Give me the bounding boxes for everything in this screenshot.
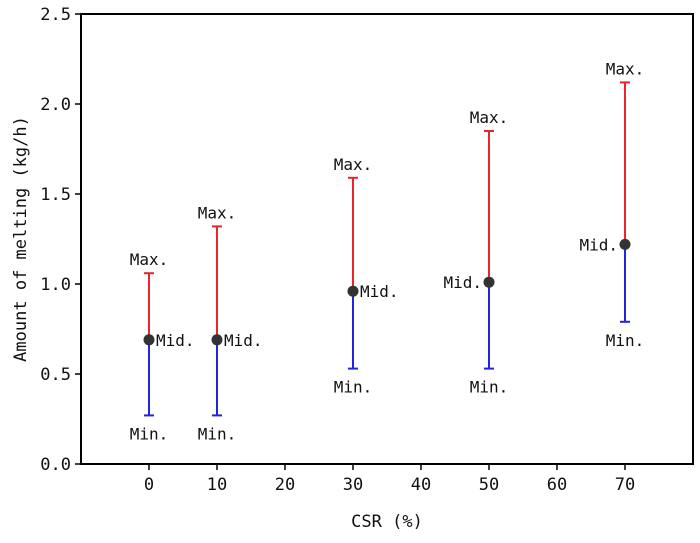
- plot-frame: [80, 13, 694, 465]
- min-label: Min.: [334, 378, 373, 397]
- x-tick-label: 50: [479, 475, 499, 495]
- axes: [80, 13, 694, 465]
- min-label: Min.: [606, 331, 645, 350]
- mid-label: Mid.: [156, 331, 195, 350]
- y-tick-label: 2.0: [40, 95, 71, 115]
- min-label: Min.: [470, 378, 509, 397]
- y-tick-label: 2.5: [40, 5, 71, 25]
- x-tick-label: 0: [144, 475, 154, 495]
- y-tick-label: 0.5: [40, 365, 71, 385]
- y-axis-title: Amount of melting (kg/h): [11, 116, 31, 362]
- min-label: Min.: [198, 424, 237, 443]
- max-label: Max.: [334, 155, 373, 174]
- mid-point: [619, 238, 631, 250]
- mid-point: [143, 334, 155, 346]
- mid-point: [211, 334, 223, 346]
- max-label: Max.: [470, 108, 509, 127]
- mid-point: [483, 276, 495, 288]
- mid-label: Mid.: [360, 282, 399, 301]
- x-axis-title: CSR (%): [351, 512, 423, 532]
- mid-point: [347, 285, 359, 297]
- x-tick-label: 10: [207, 475, 227, 495]
- ticks: 0 10 20 30 40 50 60 70 0.0 0.5 1.0 1.5 2.0 2.5: [40, 5, 635, 495]
- y-tick-label: 0.0: [40, 455, 71, 475]
- y-tick-label: 1.0: [40, 275, 71, 295]
- mid-label: Mid.: [579, 235, 618, 254]
- x-tick-label: 40: [411, 475, 431, 495]
- x-tick-label: 70: [615, 475, 635, 495]
- x-tick-label: 20: [275, 475, 295, 495]
- max-label: Max.: [198, 203, 237, 222]
- max-label: Max.: [606, 59, 645, 78]
- mid-label: Mid.: [224, 331, 263, 350]
- x-tick-label: 60: [547, 475, 567, 495]
- marks: Max. Min. Mid. Max. Min. Mid. Max. Min. Mid. Max.…: [130, 59, 645, 443]
- max-label: Max.: [130, 250, 169, 269]
- min-label: Min.: [130, 424, 169, 443]
- x-tick-label: 30: [343, 475, 363, 495]
- y-tick-label: 1.5: [40, 185, 71, 205]
- mid-label: Mid.: [443, 273, 482, 292]
